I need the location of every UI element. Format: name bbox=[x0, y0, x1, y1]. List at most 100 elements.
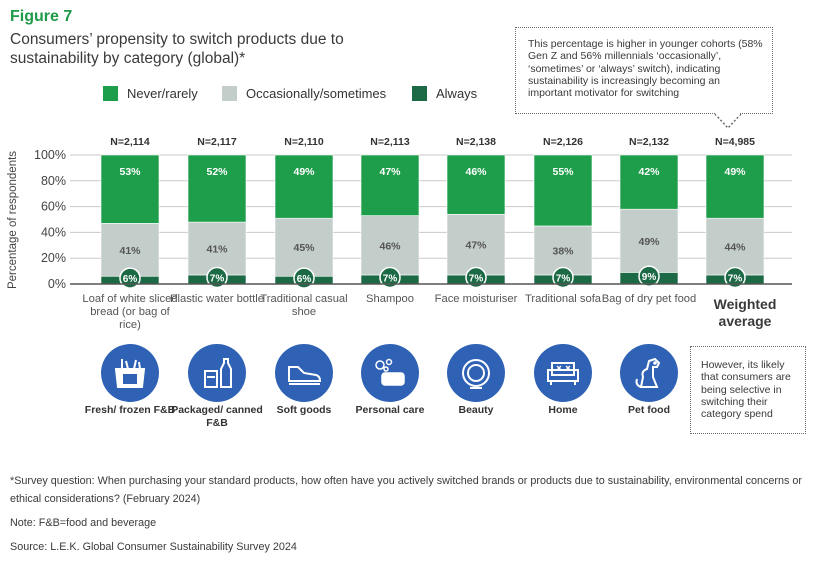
axes: 0% 20% 40% 60% 80% 100% N=2,114 N=2,117 N=2,110 N… bbox=[34, 136, 792, 291]
y-axis-title: Percentage of respondents bbox=[7, 151, 19, 289]
bar-segment-never-rarely bbox=[187, 154, 247, 223]
bar-segment-occasionally-sometimes bbox=[446, 214, 506, 276]
always-value-badge bbox=[552, 266, 574, 289]
callout-pointer bbox=[714, 113, 742, 130]
always-value-badge bbox=[293, 267, 315, 289]
figure-label: Figure 7 bbox=[10, 8, 73, 25]
data-label-never: 49% bbox=[293, 166, 315, 178]
compact-mirror-icon bbox=[447, 344, 505, 402]
gridlines bbox=[70, 154, 792, 285]
y-tick-label: 40% bbox=[41, 225, 66, 239]
data-label-occasionally: 38% bbox=[552, 245, 574, 257]
group-label: Personal care bbox=[355, 404, 425, 416]
data-label-occasionally: 41% bbox=[206, 244, 228, 256]
data-label-never: 53% bbox=[119, 166, 141, 178]
y-tick-label: 80% bbox=[41, 174, 66, 188]
group-label: Beauty bbox=[458, 404, 494, 416]
data-label-always: 7% bbox=[469, 273, 484, 284]
data-label-always: 7% bbox=[383, 273, 398, 284]
bar-segment-never-rarely bbox=[619, 154, 679, 210]
category-label: Traditional casual shoe bbox=[260, 293, 348, 318]
always-value-badge bbox=[206, 266, 228, 289]
sample-size-label: N=2,138 bbox=[456, 136, 496, 148]
legend-item-never: Never/rarely bbox=[103, 86, 198, 101]
category-label: Plastic water bottle bbox=[170, 293, 264, 305]
sofa-icon bbox=[534, 344, 592, 402]
chart-title: Consumers’ propensity to switch products… bbox=[10, 31, 344, 67]
data-label-never: 46% bbox=[465, 166, 487, 178]
footnote-survey-question: *Survey question: When purchasing your s… bbox=[10, 475, 803, 505]
legend-swatch-occasionally bbox=[222, 86, 237, 101]
category-label: Shampoo bbox=[366, 293, 414, 305]
bar-segment-never-rarely bbox=[360, 154, 420, 216]
sample-size-label: N=2,114 bbox=[110, 136, 150, 148]
y-tick-label: 0% bbox=[48, 277, 66, 291]
group-label: Soft goods bbox=[276, 404, 332, 416]
data-label-occasionally: 46% bbox=[379, 240, 401, 252]
sample-size-label: N=2,126 bbox=[543, 136, 583, 148]
category-label: Bag of dry pet food bbox=[601, 293, 697, 305]
bar-segment-never-rarely bbox=[100, 154, 160, 224]
y-tick-label: 20% bbox=[41, 251, 66, 265]
bar-segment-occasionally-sometimes bbox=[274, 217, 334, 277]
y-tick-label: 100% bbox=[34, 148, 66, 162]
data-label-never: 49% bbox=[724, 166, 746, 178]
data-label-always: 7% bbox=[728, 273, 743, 284]
always-value-badge bbox=[465, 266, 487, 289]
category-label: Traditional sofa bbox=[524, 293, 602, 305]
data-label-always: 6% bbox=[297, 274, 312, 285]
bar-segment-occasionally-sometimes bbox=[619, 208, 679, 273]
legend-item-always: Always bbox=[412, 86, 477, 101]
data-label-occasionally: 44% bbox=[724, 242, 746, 254]
dog-icon bbox=[620, 344, 678, 402]
legend-label-never: Never/rarely bbox=[127, 86, 198, 101]
bar-segment-occasionally-sometimes bbox=[360, 215, 420, 276]
data-label-never: 55% bbox=[552, 166, 574, 178]
data-label-always: 7% bbox=[210, 273, 225, 284]
legend-label-always: Always bbox=[436, 86, 478, 101]
bar-segment-never-rarely bbox=[533, 154, 593, 227]
sample-size-label: N=2,113 bbox=[370, 136, 410, 148]
group-label: Pet food bbox=[628, 404, 670, 416]
sample-size-label: N=2,132 bbox=[629, 136, 669, 148]
group-label: Fresh/ frozen F&B bbox=[84, 404, 176, 416]
bars: 6% 41% 53% 7% 41% 52% 6% 45% 49% 7% 46% 47% 7% 47% 46%… bbox=[100, 154, 765, 289]
shoe-icon bbox=[275, 344, 333, 402]
legend-swatch-never bbox=[103, 86, 118, 101]
legend-label-occasionally: Occasionally/sometimes bbox=[246, 86, 387, 101]
sample-size-label: N=2,110 bbox=[284, 136, 324, 148]
always-value-badge bbox=[638, 265, 660, 287]
footnote-source: Source: L.E.K. Global Consumer Sustainab… bbox=[10, 541, 297, 553]
legend-swatch-always bbox=[412, 86, 427, 101]
data-label-never: 47% bbox=[379, 166, 401, 178]
data-label-occasionally: 47% bbox=[465, 240, 487, 252]
data-label-always: 6% bbox=[123, 274, 138, 285]
sample-size-label: N=2,117 bbox=[197, 136, 237, 148]
callout-younger-cohorts: This percentage is higher in younger coh… bbox=[515, 27, 773, 114]
bar-segment-never-rarely bbox=[705, 154, 765, 219]
always-value-badge bbox=[119, 267, 141, 289]
bar-segment-never-rarely bbox=[446, 154, 506, 215]
always-value-badge bbox=[379, 266, 401, 289]
soap-icon bbox=[361, 344, 419, 402]
data-label-never: 52% bbox=[206, 166, 228, 178]
bar-segment-occasionally-sometimes bbox=[533, 225, 593, 276]
packaged-food-icon bbox=[188, 344, 246, 402]
data-label-occasionally: 45% bbox=[293, 242, 315, 254]
group-label: Home bbox=[548, 404, 578, 416]
data-label-never: 42% bbox=[638, 166, 660, 178]
category-label-weighted-average: Weighted average bbox=[713, 296, 777, 329]
footnote-note: Note: F&B=food and beverage bbox=[10, 517, 157, 529]
group-label: Packaged/ canned F&B bbox=[171, 404, 263, 429]
sample-size-label: N=4,985 bbox=[715, 136, 755, 148]
callout-selective-switching: However, its likely that consumers are b… bbox=[690, 346, 806, 434]
category-label: Loaf of white sliced bread (or bag of ri… bbox=[82, 293, 178, 331]
data-label-always: 9% bbox=[642, 272, 657, 283]
data-label-occasionally: 41% bbox=[119, 245, 141, 257]
data-label-occasionally: 49% bbox=[638, 236, 660, 248]
bar-segment-never-rarely bbox=[274, 154, 334, 219]
legend-item-occasionally: Occasionally/sometimes bbox=[222, 86, 386, 101]
category-label: Face moisturiser bbox=[434, 293, 518, 305]
data-label-always: 7% bbox=[556, 273, 571, 284]
